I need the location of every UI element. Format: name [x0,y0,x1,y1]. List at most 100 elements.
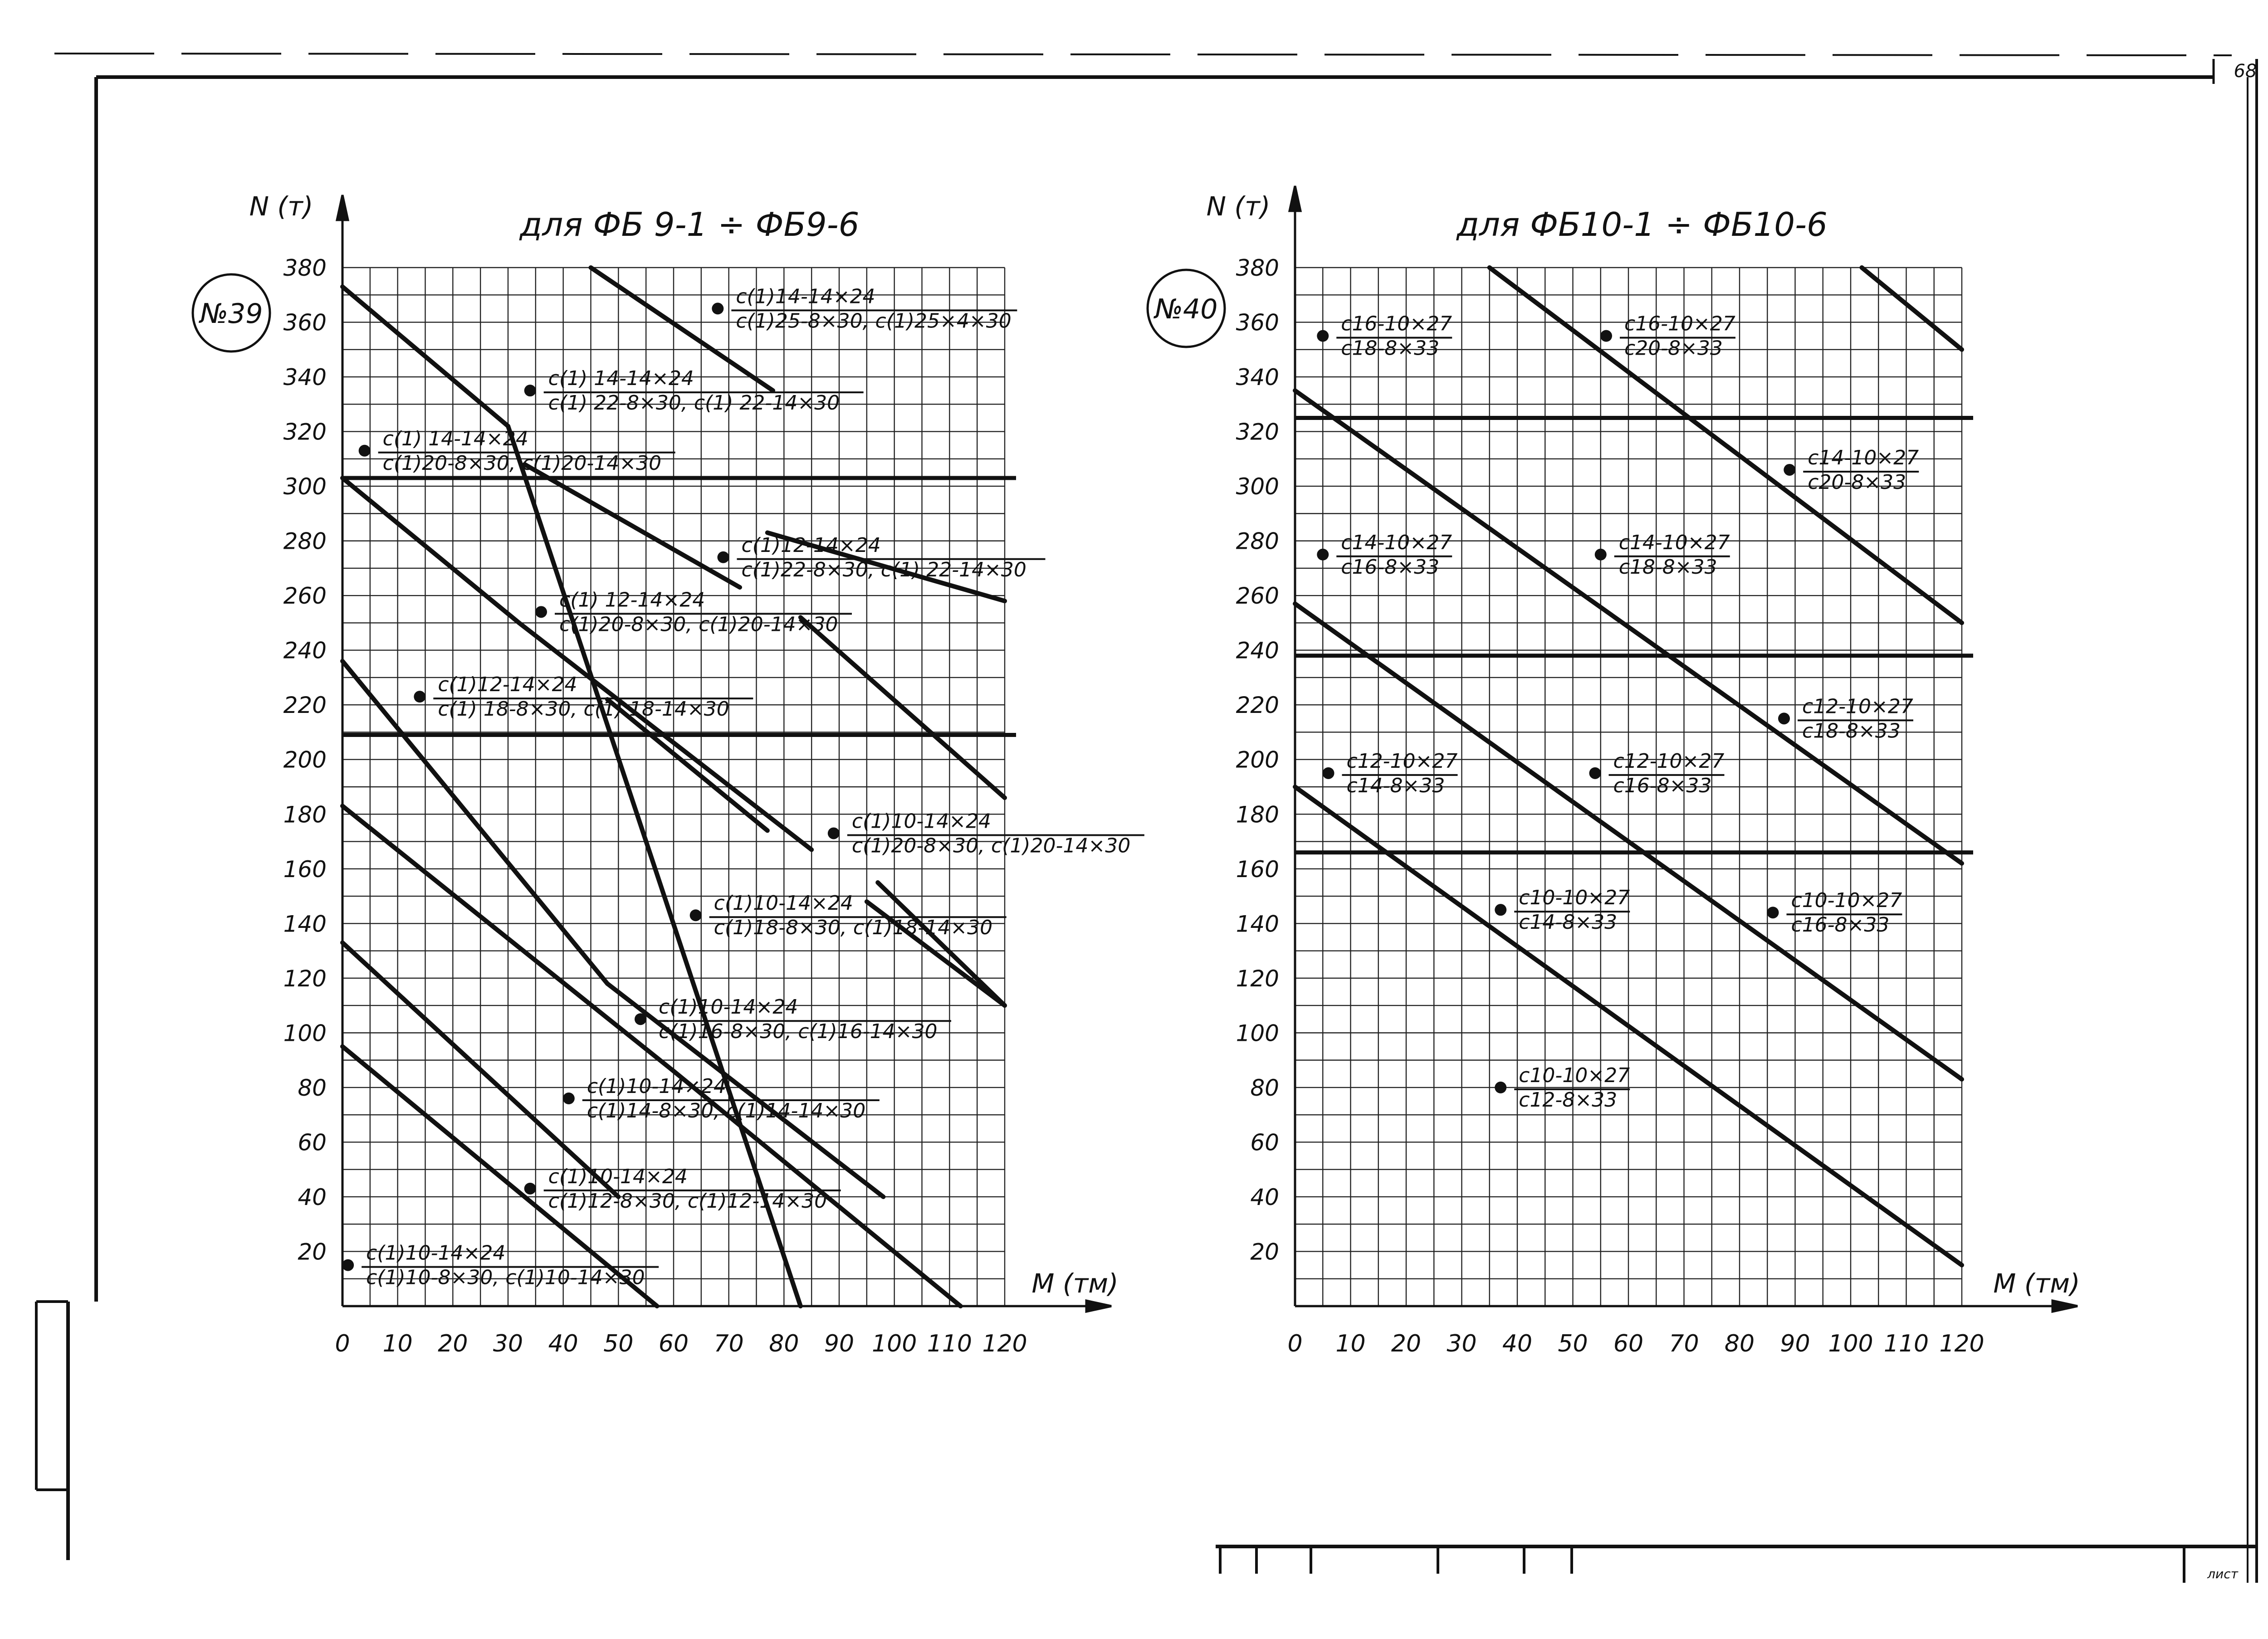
reinforcement-label-top: с(1)10-14×24 [366,1242,505,1265]
reinforcement-label-bottom: с(1)25-8×30, с(1)25×4×30 [736,309,1011,332]
boundary-line [340,476,522,625]
x-axis-arrow [1085,1299,1112,1313]
reinforcement-label-top: с14-10×27 [1341,531,1452,554]
boundary-lines [1293,265,1964,1268]
reinforcement-label-top: с(1)12-14×24 [742,534,881,557]
reinforcement-label-bottom: с(1)20-8×30, с(1)20-14×30 [383,452,661,475]
reference-lines [342,476,1016,737]
reinforcement-label-top: с(1)10-14×24 [714,892,853,915]
reinforcement-label-bottom: с(1)10-8×30, с(1)10-14×30 [366,1266,645,1289]
point-marker [414,691,426,703]
x-tick-label: 100 [872,1330,917,1357]
reinforcement-label-top: с16-10×27 [1624,312,1735,336]
point-marker [342,1259,354,1271]
x-tick-label: 120 [1939,1330,1984,1357]
y-tick-label: 200 [284,747,327,773]
reinforcement-label-top: с12-10×27 [1347,750,1458,773]
boundary-line [671,1068,963,1308]
reinforcement-label-bottom: с16-8×33 [1791,913,1890,937]
x-tick-label: 110 [927,1330,972,1357]
point-marker [524,1182,536,1195]
y-tick-label: 340 [284,364,327,390]
boundary-line [1487,265,1964,625]
x-tick-label: 10 [383,1330,413,1357]
boundary-line [340,659,610,986]
point-marker [1778,712,1790,725]
y-axis-arrow [1288,185,1302,212]
boundary-line [864,899,1007,1008]
y-tick-label: 120 [284,966,327,992]
y-tick-label: 280 [1236,528,1279,555]
point-marker [1495,1081,1507,1093]
y-tick-label: 180 [284,801,327,828]
point-marker [562,1093,575,1104]
x-tick-label: 70 [1669,1330,1699,1357]
x-tick-label: 70 [714,1330,744,1357]
x-tick-label: 10 [1335,1330,1365,1357]
x-tick-label: 30 [493,1330,523,1357]
x-tick-label: 50 [603,1330,633,1357]
y-axis-label: N (т) [249,191,313,222]
x-tick-label: 0 [1287,1330,1302,1357]
y-tick-label: 380 [1236,255,1279,281]
y-tick-label: 240 [1236,638,1279,664]
reinforcement-label-top: с14-10×27 [1619,531,1730,554]
boundary-line [605,981,886,1199]
chart-40: 0 10 20 30 40 50 60 70 80 90 100 110 120 20 40 60 80 100 1… [1146,185,2080,1357]
y-tick-label: 100 [284,1020,327,1046]
point-marker [535,606,547,618]
annotations: с(1)14-14×24с(1)25-8×30, с(1)25×4×30 с(1)… [342,285,1144,1289]
tick-labels: 0 10 20 30 40 50 60 70 80 90 100 110 120 20 40 60 80 100 1… [1236,255,1984,1357]
x-tick-label: 30 [1447,1330,1476,1357]
y-tick-label: 320 [1236,419,1279,445]
tick-labels: 0 10 20 30 40 50 60 70 80 90 100 110 120 20 40 60 80 100 1… [284,255,1027,1357]
y-tick-label: 300 [1236,473,1279,500]
y-tick-label: 20 [1250,1239,1279,1265]
point-marker [1784,463,1796,476]
y-axis-label: N (т) [1207,191,1271,222]
y-tick-label: 100 [1236,1020,1279,1046]
point-marker [1600,330,1612,342]
reinforcement-label-bottom: с(1)22-8×30, с(1) 22-14×30 [742,558,1026,581]
chart-number-badge [191,273,271,353]
x-tick-label: 90 [824,1330,854,1357]
reinforcement-label-bottom: с(1)16-8×30, с(1)16-14×30 [659,1020,937,1043]
reference-lines [1295,415,1973,855]
x-tick-label: 90 [1780,1330,1810,1357]
point-marker [524,385,536,397]
y-tick-label: 360 [1236,310,1279,336]
boundary-line [605,697,770,833]
point-marker [712,302,724,315]
y-tick-label: 40 [298,1184,327,1210]
grid [342,267,1006,1307]
reinforcement-label-top: с(1)12-14×24 [438,673,577,696]
x-tick-label: 60 [659,1330,689,1357]
reinforcement-label-top: с(1)10-14×24 [548,1165,688,1188]
sheet-footer-label: лист [2207,1566,2238,1581]
boundary-line [340,284,510,429]
point-marker [1317,330,1329,342]
reinforcement-label-top: с16-10×27 [1341,312,1452,336]
y-tick-label: 140 [1236,911,1279,937]
axes [1288,185,2078,1313]
reinforcement-label-bottom: с18-8×33 [1341,337,1439,360]
x-axis-label: M (тм) [1031,1268,1118,1299]
reinforcement-label-bottom: с18-8×33 [1802,719,1901,742]
reinforcement-label-bottom: с20-8×33 [1808,471,1906,494]
chart-title: для ФБ 9-1 ÷ ФБ9-6 [519,205,860,244]
y-tick-label: 240 [284,638,327,664]
reinforcement-label-top: с(1)14-14×24 [736,285,875,308]
x-tick-label: 80 [1725,1330,1755,1357]
point-marker [358,444,371,457]
reinforcement-label-top: с14-10×27 [1808,446,1919,469]
sheet-frame [35,53,2258,1583]
x-tick-label: 80 [769,1330,799,1357]
reinforcement-label-bottom: с14-8×33 [1347,774,1445,797]
reinforcement-label-top: с(1)10-14×24 [659,995,798,1019]
reinforcement-label-bottom: с18-8×33 [1619,556,1717,579]
x-tick-label: 120 [982,1330,1027,1357]
y-tick-label: 60 [1250,1129,1279,1156]
reinforcement-label-bottom: с16-8×33 [1341,556,1439,579]
boundary-line [340,804,676,1073]
